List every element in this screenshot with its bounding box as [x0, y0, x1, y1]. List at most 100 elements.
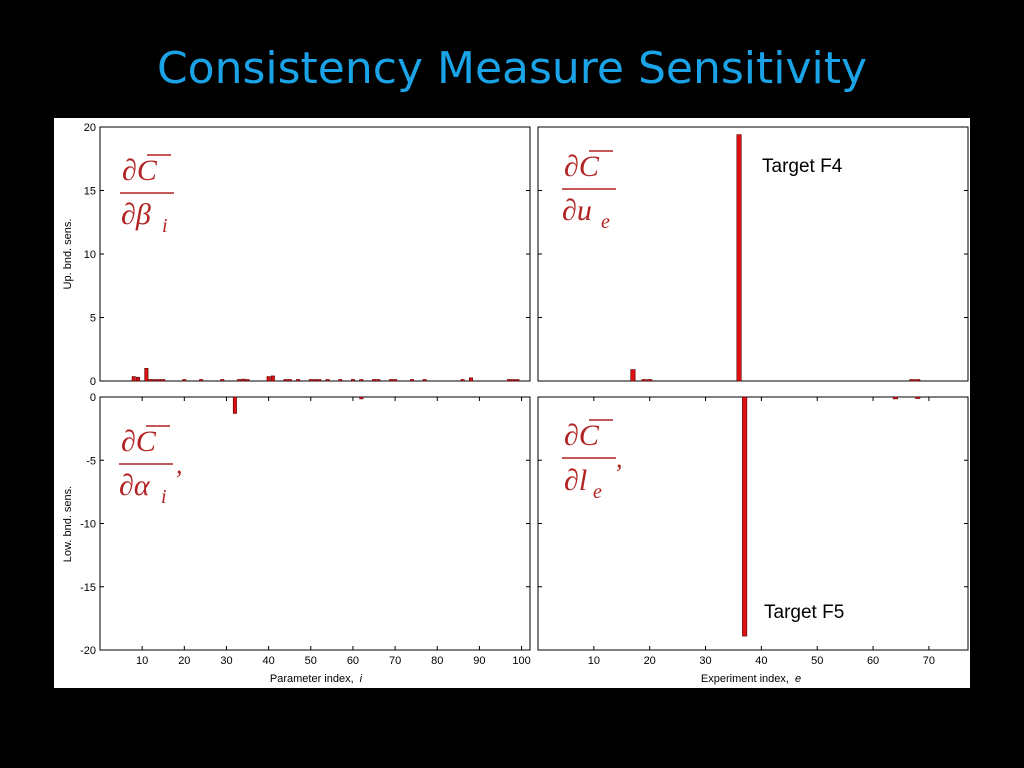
bar — [157, 379, 162, 382]
y-tick-label: 20 — [84, 122, 96, 134]
x-axis-label-left-text: Parameter index, — [270, 673, 354, 685]
bar — [736, 134, 742, 382]
bar — [220, 379, 225, 382]
formula-tl-denominator: ∂β — [121, 198, 151, 231]
bar — [515, 379, 520, 382]
bar — [372, 379, 377, 382]
bar — [199, 379, 204, 382]
x-tick-label: 70 — [389, 655, 401, 667]
bar — [641, 379, 647, 382]
x-axis-label-left: Parameter index, i — [270, 673, 363, 685]
y-tick-label: 0 — [90, 376, 96, 388]
bar — [338, 379, 343, 382]
x-axis-label-right-var: e — [795, 673, 801, 685]
plot-frame — [99, 126, 531, 382]
panel-upper-experiment — [537, 126, 969, 382]
bar — [892, 396, 898, 400]
bar — [283, 379, 288, 382]
bar — [359, 396, 364, 400]
bar — [148, 379, 153, 382]
x-tick-label: 80 — [431, 655, 443, 667]
x-axis-label-right: Experiment index, e — [701, 673, 801, 685]
bar — [144, 368, 149, 382]
bar — [308, 379, 313, 382]
x-axis-label-right-text: Experiment index, — [701, 673, 789, 685]
bar — [422, 379, 427, 382]
plot-frame — [99, 396, 531, 651]
bar — [135, 376, 140, 382]
bar — [131, 376, 136, 382]
panel-lower-parameter: 0 -5 -10 -15 -20 10 20 30 40 50 60 70 80 90 100 — [80, 392, 531, 667]
x-tick-label: 70 — [923, 655, 935, 667]
bar — [266, 376, 271, 382]
x-tick-label: 20 — [178, 655, 190, 667]
y-axis-label-top: Up. bnd. sens. — [62, 219, 74, 290]
x-tick-label: 100 — [512, 655, 530, 667]
bar — [460, 379, 465, 382]
bar — [325, 379, 330, 382]
formula-tr-subscript: e — [601, 211, 610, 233]
y-tick-label: -5 — [86, 455, 96, 467]
bar — [409, 379, 414, 382]
x-tick-label: 50 — [811, 655, 823, 667]
y-tick-label: -10 — [80, 519, 96, 531]
bar — [350, 379, 355, 382]
panel-upper-parameter: 0 5 10 15 20 — [84, 122, 531, 388]
x-tick-label: 20 — [644, 655, 656, 667]
bar — [376, 379, 381, 382]
formula-bl-subscript: i — [161, 486, 167, 508]
formula-tl-subscript: i — [162, 215, 168, 237]
x-tick-label: 40 — [755, 655, 767, 667]
formula-dC-du: ∂C ∂u e — [562, 150, 616, 233]
bar — [241, 378, 246, 382]
bar — [313, 379, 317, 382]
x-tick-label: 30 — [699, 655, 711, 667]
x-tick-label: 10 — [136, 655, 148, 667]
formula-dC-dl: ∂C ∂l e , — [562, 419, 623, 503]
bar — [237, 379, 242, 382]
plot-frame — [537, 126, 969, 382]
x-tick-label: 10 — [588, 655, 600, 667]
x-tick-label: 40 — [263, 655, 275, 667]
x-tick-label: 30 — [220, 655, 232, 667]
bar — [915, 379, 921, 382]
x-tick-label: 90 — [473, 655, 485, 667]
bar — [630, 369, 636, 382]
bar — [468, 377, 473, 382]
y-tick-label: 5 — [90, 313, 96, 325]
bar — [161, 379, 166, 382]
annotation-target-f5: Target F5 — [764, 602, 844, 623]
annotation-target-f4: Target F4 — [762, 156, 843, 177]
formula-br-numerator: ∂C — [564, 419, 600, 452]
x-tick-label: 60 — [867, 655, 879, 667]
bar — [245, 379, 250, 382]
formula-bl-suffix: , — [176, 450, 183, 479]
y-tick-label: 0 — [90, 392, 96, 404]
bar — [296, 379, 301, 382]
bar — [182, 379, 187, 382]
bar — [359, 379, 364, 382]
formula-tr-numerator: ∂C — [564, 150, 600, 183]
bar — [511, 379, 516, 382]
panel-lower-experiment: 10 20 30 40 50 60 70 — [537, 396, 969, 667]
formula-br-subscript: e — [593, 481, 602, 503]
bar — [317, 379, 322, 382]
y-tick-label: -20 — [80, 645, 96, 657]
x-axis-label-left-var: i — [360, 673, 363, 685]
bar — [647, 379, 653, 382]
bar — [742, 396, 748, 637]
formula-bl-denominator: ∂α — [119, 469, 151, 502]
formula-br-denominator: ∂l — [564, 464, 587, 497]
formula-dC-dalpha: ∂C ∂α i , — [119, 425, 183, 508]
y-tick-label: -15 — [80, 582, 96, 594]
formula-tr-denominator: ∂u — [562, 194, 592, 227]
bar — [393, 379, 398, 382]
formula-bl-numerator: ∂C — [121, 425, 157, 458]
bar — [506, 379, 511, 382]
bar — [152, 379, 157, 382]
bar — [909, 379, 915, 382]
bar — [270, 375, 275, 382]
y-tick-label: 15 — [84, 186, 96, 198]
x-tick-label: 60 — [347, 655, 359, 667]
y-axis-label-bottom: Low. bnd. sens. — [62, 486, 74, 562]
